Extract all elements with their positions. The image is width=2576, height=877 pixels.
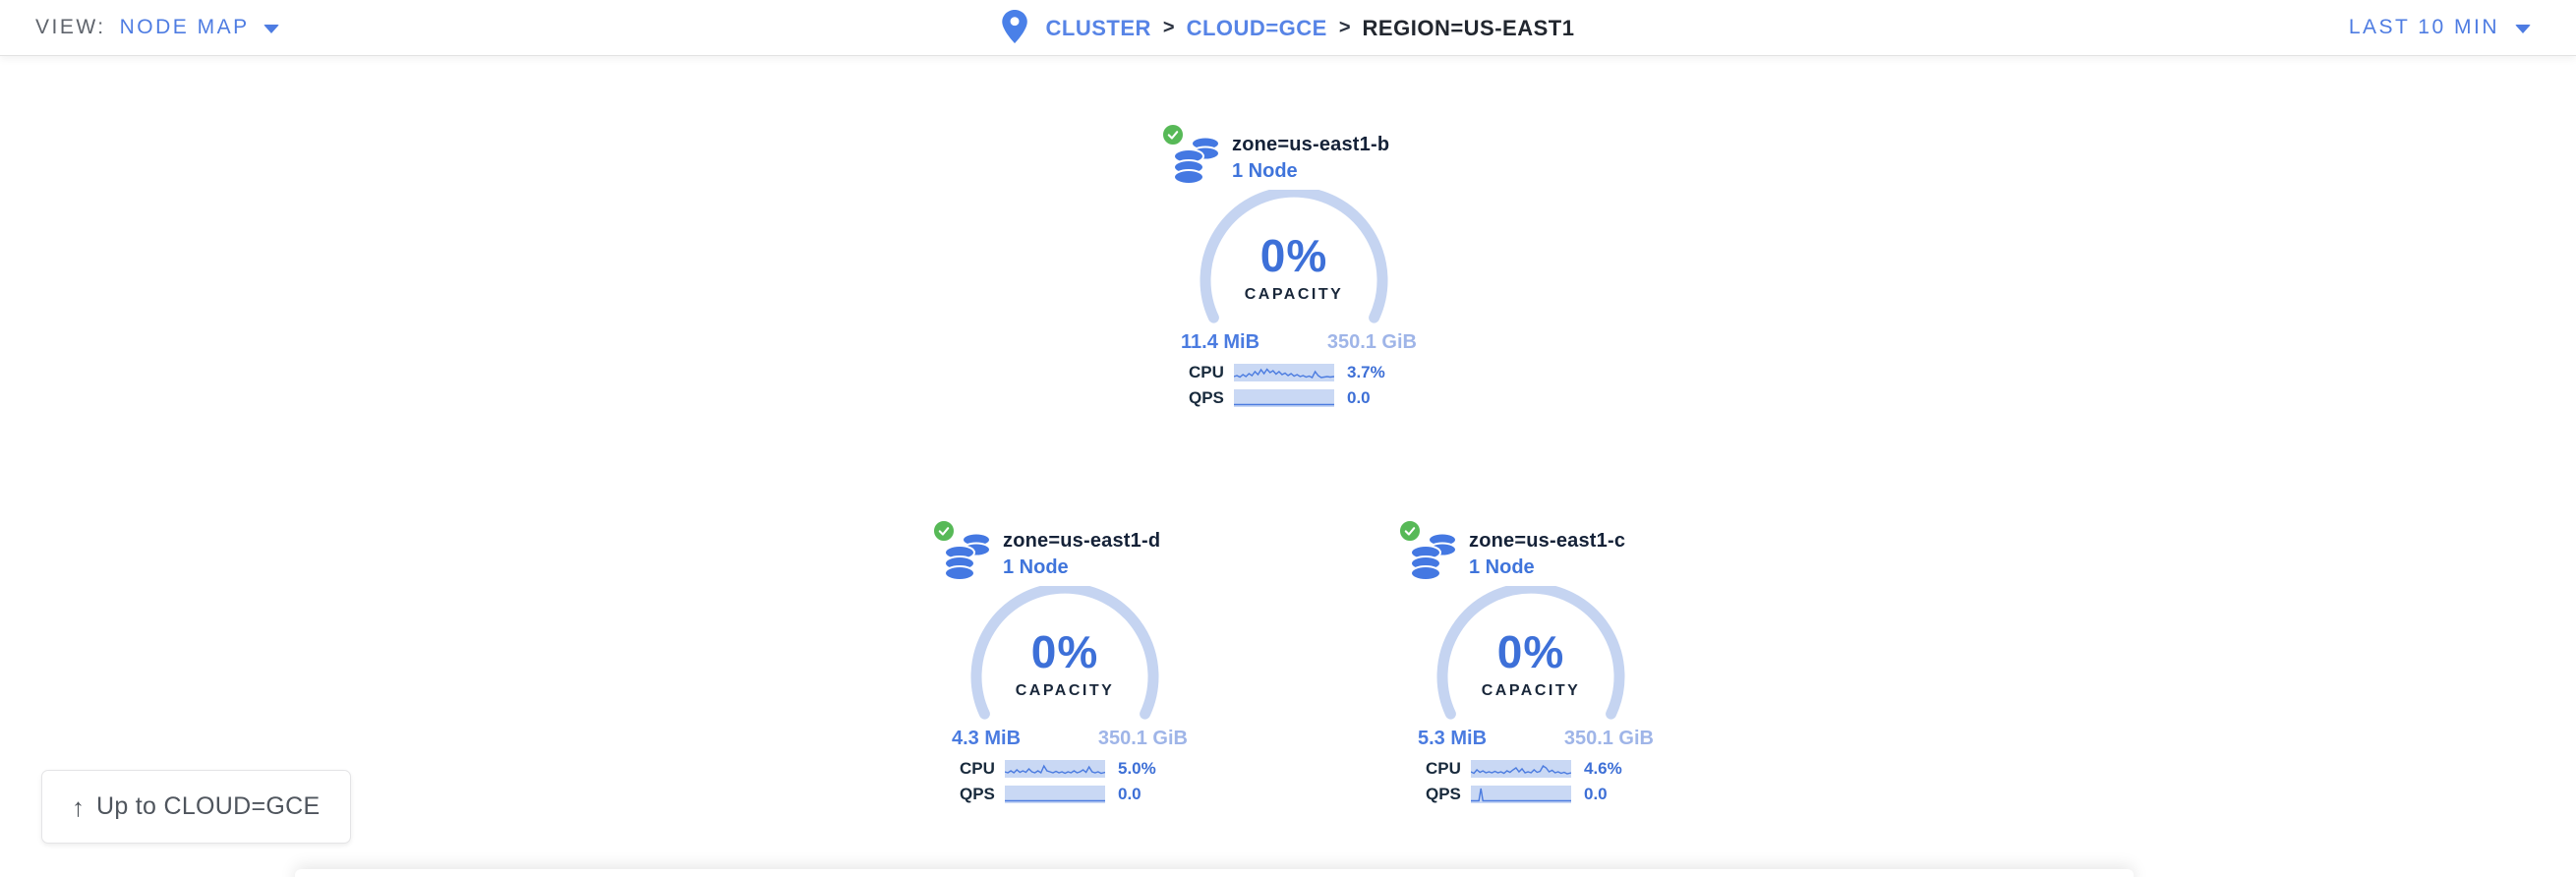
view-value: NODE MAP (119, 16, 250, 38)
cpu-label: CPU (1189, 363, 1224, 381)
cpu-value: 4.6% (1584, 759, 1622, 778)
up-to-cloud-button[interactable]: ↑ Up to CLOUD=GCE (41, 770, 351, 844)
capacity-usage-row: 5.3 MiB 350.1 GiB (1418, 728, 1654, 750)
zone-header[interactable]: zone=us-east1-d 1 Node (932, 517, 1198, 580)
zone-header[interactable]: zone=us-east1-c 1 Node (1398, 517, 1664, 580)
breadcrumb-cluster[interactable]: CLUSTER (1045, 15, 1151, 40)
capacity-total: 350.1 GiB (1326, 331, 1417, 353)
arrow-up-icon: ↑ (72, 791, 85, 822)
zone-node-count[interactable]: 1 Node (1003, 556, 1069, 578)
capacity-total: 350.1 GiB (1097, 728, 1188, 749)
cpu-sparkline (1005, 760, 1105, 778)
view-label: VIEW: (35, 16, 106, 38)
qps-sparkline (1234, 389, 1334, 407)
cpu-sparkline (1234, 364, 1334, 381)
zone-card-us-east1-d: zone=us-east1-d 1 Node 0% CAPACITY 4.3 M… (932, 517, 1198, 803)
qps-row: QPS 0.0 (960, 785, 1198, 803)
node-map-canvas: zone=us-east1-b 1 Node 0% CAPACITY 11.4 … (0, 56, 2576, 877)
healthy-check-icon (1398, 519, 1422, 543)
capacity-label: CAPACITY (1015, 682, 1115, 699)
up-button-label: Up to CLOUD=GCE (96, 792, 321, 820)
capacity-arc (1436, 586, 1625, 720)
bottom-panel-shadow (295, 869, 2134, 877)
capacity-arc (1200, 190, 1388, 323)
breadcrumb: CLUSTER > CLOUD=GCE > REGION=US-EAST1 (1002, 0, 1575, 56)
capacity-used: 4.3 MiB (952, 728, 1022, 749)
breadcrumb-region-current: REGION=US-EAST1 (1362, 15, 1575, 40)
zone-card-us-east1-b: zone=us-east1-b 1 Node 0% CAPACITY 11.4 … (1161, 121, 1427, 407)
zone-card-us-east1-c: zone=us-east1-c 1 Node 0% CAPACITY 5.3 M… (1398, 517, 1664, 803)
cpu-label: CPU (960, 759, 995, 778)
location-pin-icon (1002, 9, 1027, 43)
zone-text: zone=us-east1-d 1 Node (1003, 517, 1160, 580)
breadcrumb-cloud-gce[interactable]: CLOUD=GCE (1186, 15, 1327, 40)
cpu-row: CPU 4.6% (1426, 759, 1664, 778)
capacity-label: CAPACITY (1481, 682, 1581, 699)
cpu-row: CPU 3.7% (1189, 363, 1427, 381)
chevron-down-icon (2515, 25, 2531, 33)
qps-row: QPS 0.0 (1189, 388, 1427, 407)
capacity-used: 5.3 MiB (1418, 728, 1488, 749)
capacity-gauge: 0% CAPACITY (1196, 190, 1392, 329)
zone-node-count[interactable]: 1 Node (1469, 556, 1535, 578)
capacity-percent: 0% (1496, 626, 1565, 677)
zone-text: zone=us-east1-b 1 Node (1232, 121, 1389, 184)
capacity-usage-row: 11.4 MiB 350.1 GiB (1181, 331, 1417, 354)
healthy-check-icon (1161, 123, 1185, 146)
view-selector[interactable]: VIEW: NODE MAP (35, 16, 279, 39)
capacity-label: CAPACITY (1244, 286, 1344, 303)
qps-sparkline (1005, 786, 1105, 803)
cpu-sparkline (1471, 760, 1571, 778)
capacity-usage-row: 4.3 MiB 350.1 GiB (952, 728, 1188, 750)
capacity-arc (970, 586, 1159, 720)
zone-icon-wrap (1161, 121, 1222, 184)
capacity-gauge: 0% CAPACITY (1433, 586, 1629, 726)
zone-title: zone=us-east1-d (1003, 530, 1161, 552)
cpu-value: 5.0% (1118, 759, 1156, 778)
healthy-check-icon (932, 519, 956, 543)
zone-header[interactable]: zone=us-east1-b 1 Node (1161, 121, 1427, 184)
zone-icon-wrap (1398, 517, 1459, 580)
cpu-row: CPU 5.0% (960, 759, 1198, 778)
qps-label: QPS (1426, 785, 1461, 803)
zone-title: zone=us-east1-b (1232, 134, 1390, 155)
qps-value: 0.0 (1118, 785, 1142, 803)
qps-label: QPS (1189, 388, 1224, 407)
zone-title: zone=us-east1-c (1469, 530, 1626, 552)
database-stack-icon (1173, 136, 1220, 184)
capacity-percent: 0% (1259, 230, 1328, 281)
chevron-down-icon (263, 25, 279, 33)
top-bar: VIEW: NODE MAP CLUSTER > CLOUD=GCE > REG… (0, 0, 2576, 56)
capacity-percent: 0% (1030, 626, 1099, 677)
cpu-value: 3.7% (1347, 363, 1385, 381)
qps-value: 0.0 (1347, 388, 1371, 407)
qps-value: 0.0 (1584, 785, 1608, 803)
qps-label: QPS (960, 785, 995, 803)
capacity-total: 350.1 GiB (1563, 728, 1654, 749)
breadcrumb-separator: > (1338, 17, 1351, 38)
cpu-label: CPU (1426, 759, 1461, 778)
breadcrumb-separator: > (1162, 17, 1175, 38)
qps-sparkline (1471, 786, 1571, 803)
qps-row: QPS 0.0 (1426, 785, 1664, 803)
time-range-value: LAST 10 MIN (2348, 16, 2499, 38)
zone-node-count[interactable]: 1 Node (1232, 160, 1298, 182)
zone-icon-wrap (932, 517, 993, 580)
zone-text: zone=us-east1-c 1 Node (1469, 517, 1625, 580)
time-range-selector[interactable]: LAST 10 MIN (2349, 16, 2531, 39)
capacity-gauge: 0% CAPACITY (966, 586, 1163, 726)
capacity-used: 11.4 MiB (1181, 331, 1260, 353)
database-stack-icon (1410, 532, 1457, 580)
database-stack-icon (944, 532, 991, 580)
